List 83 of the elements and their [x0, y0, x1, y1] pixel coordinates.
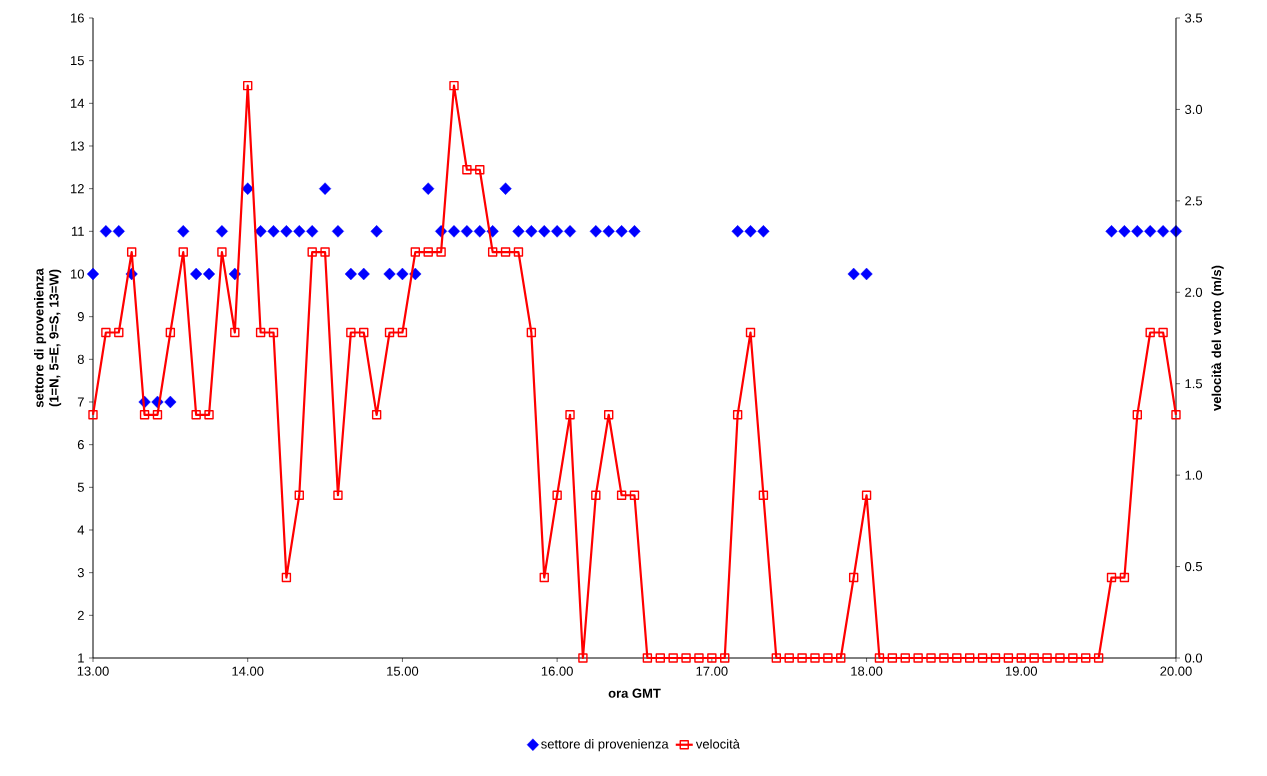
- y-tick-label: 11: [71, 226, 84, 236]
- y-tick-label: 16: [70, 13, 84, 23]
- point: [512, 225, 525, 238]
- point: [357, 267, 370, 281]
- point: [628, 225, 641, 238]
- point: [383, 267, 396, 281]
- point: [254, 225, 267, 238]
- y-tick-label: 13: [70, 141, 84, 151]
- y2-tick-label: 0.0: [1185, 653, 1203, 663]
- x-tick-label: 19.00: [1005, 666, 1038, 676]
- point: [1131, 225, 1144, 238]
- point: [422, 182, 435, 195]
- point: [460, 225, 473, 238]
- y2-tick-label: 1.0: [1185, 470, 1203, 480]
- point: [615, 225, 628, 238]
- x-tick-label: 15.00: [387, 666, 419, 676]
- point: [1157, 225, 1170, 238]
- y-tick-label: 9: [77, 312, 84, 322]
- x-tick-label: 13.00: [77, 666, 109, 676]
- y-tick-label: 15: [70, 56, 84, 66]
- point: [731, 225, 744, 238]
- y-tick-label: 5: [77, 482, 84, 492]
- point: [280, 225, 293, 238]
- point: [344, 267, 357, 281]
- y-tick-label: 14: [70, 98, 85, 108]
- y-tick-label: 12: [70, 184, 84, 194]
- y-tick-label: 7: [77, 397, 84, 407]
- y2-tick-label: 1.5: [1185, 379, 1203, 389]
- point: [319, 182, 332, 195]
- y-tick-label: 4: [77, 525, 85, 535]
- y-tick-label: 1: [78, 653, 84, 663]
- point: [757, 225, 770, 238]
- point: [190, 267, 203, 281]
- point: [86, 267, 100, 281]
- point: [331, 225, 344, 238]
- x-tick-label: 20.00: [1160, 666, 1192, 676]
- point: [164, 395, 177, 409]
- y2-tick-label: 0.5: [1185, 561, 1203, 572]
- point: [215, 225, 228, 238]
- point: [589, 225, 602, 238]
- point: [447, 225, 461, 238]
- point: [744, 225, 757, 238]
- y-tick-label: 2: [77, 610, 84, 620]
- point: [99, 225, 112, 238]
- point: [499, 182, 512, 195]
- point: [602, 225, 615, 238]
- y2-axis-title: velocità del vento (m/s): [1211, 265, 1224, 411]
- legend-label: settore di provenienza: [541, 739, 669, 752]
- y-tick-label: 6: [77, 440, 84, 450]
- y-tick-label: 8: [77, 354, 84, 364]
- point: [177, 225, 190, 238]
- x-tick-label: 14.00: [232, 666, 264, 676]
- y-tick-label: 3: [77, 568, 84, 578]
- point: [847, 267, 860, 281]
- point: [293, 225, 306, 238]
- point: [860, 267, 873, 281]
- point: [525, 225, 538, 238]
- point: [112, 225, 125, 238]
- y2-tick-label: 3.0: [1185, 104, 1203, 115]
- point: [396, 267, 409, 281]
- point: [241, 182, 254, 195]
- y-axis-title: settore di provenienza (1=N, 5=E, 9=S, 13=W): [34, 268, 62, 408]
- point: [538, 225, 551, 238]
- point: [202, 267, 216, 281]
- point: [563, 225, 577, 238]
- point: [1169, 225, 1183, 238]
- point: [473, 225, 486, 238]
- point: [267, 225, 280, 238]
- point: [1144, 225, 1157, 238]
- y2-tick-label: 3.5: [1185, 13, 1203, 23]
- x-tick-label: 17.00: [696, 666, 728, 676]
- point: [306, 225, 319, 238]
- y2-tick-label: 2.5: [1185, 196, 1203, 206]
- legend-label: velocità: [695, 738, 740, 749]
- y2-tick-label: 2.0: [1185, 287, 1203, 297]
- x-tick-label: 18.00: [851, 666, 883, 676]
- x-tick-label: 16.00: [541, 666, 573, 676]
- point: [1105, 225, 1118, 238]
- y-tick-label: 10: [70, 269, 84, 279]
- point: [370, 225, 383, 238]
- x-axis-title: ora GMT: [608, 688, 661, 698]
- point: [1118, 225, 1131, 238]
- point: [551, 225, 564, 238]
